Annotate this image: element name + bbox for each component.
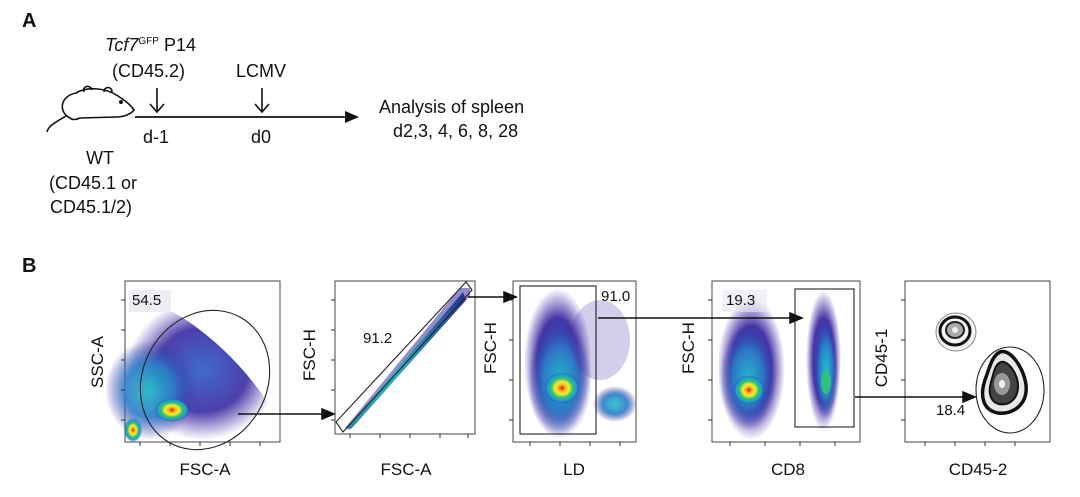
gate-value-1: 54.5	[132, 292, 162, 309]
day0-label: d0	[251, 127, 272, 147]
donor-marker: (CD45.2)	[112, 61, 186, 81]
contour-upper	[935, 312, 977, 352]
y-label-2: FSC-H	[300, 329, 319, 381]
y-label-1: SSC-A	[88, 336, 107, 388]
contour-lower	[980, 349, 1028, 415]
plot-2	[334, 280, 476, 435]
donor-label: Tcf7GFP P14	[105, 35, 196, 56]
gate-value-4: 19.3	[726, 292, 756, 309]
mouse-icon	[46, 85, 135, 133]
y-label-4: FSC-H	[679, 322, 698, 374]
host-line-3: CD45.1/2)	[50, 197, 133, 217]
analysis-label-2: d2,3, 4, 6, 8, 28	[393, 121, 519, 141]
analysis-label-1: Analysis of spleen	[379, 97, 525, 117]
host-line-1: WT	[86, 148, 114, 168]
donor-superscript: GFP	[138, 36, 159, 47]
x-label-1: FSC-A	[179, 460, 231, 479]
gate-rect	[794, 288, 855, 428]
gate-polygon	[335, 281, 473, 433]
host-line-2: (CD45.1 or	[49, 173, 138, 193]
gating-arrows	[238, 290, 977, 421]
gate-value-3: 91.0	[601, 288, 631, 305]
axis-ticks	[121, 299, 1016, 446]
plot-4	[711, 280, 861, 443]
gate-value-2: 91.2	[363, 330, 393, 347]
panel-b-letter: B	[22, 255, 37, 277]
gate-ellipse	[139, 309, 271, 451]
y-label-5: CD45-1	[872, 328, 891, 388]
timeline-arrowhead	[345, 111, 359, 123]
infection-label: LCMV	[236, 61, 287, 81]
gate-ellipse	[975, 346, 1045, 434]
plot-5	[904, 280, 1051, 443]
donor-gene: Tcf7	[105, 35, 139, 55]
panel-a-letter: A	[22, 10, 37, 32]
x-label-4: CD8	[770, 460, 805, 479]
x-label-3: LD	[563, 460, 585, 479]
day-minus1-label: d-1	[143, 127, 170, 147]
gate-rect	[519, 285, 597, 435]
x-label-2: FSC-A	[380, 460, 432, 479]
y-label-3: FSC-H	[481, 322, 500, 374]
x-label-5: CD45-2	[948, 460, 1008, 479]
plot-1	[105, 280, 281, 451]
donor-suffix: P14	[163, 35, 196, 55]
gate-value-5: 18.4	[936, 402, 966, 419]
plot-3	[512, 280, 637, 443]
